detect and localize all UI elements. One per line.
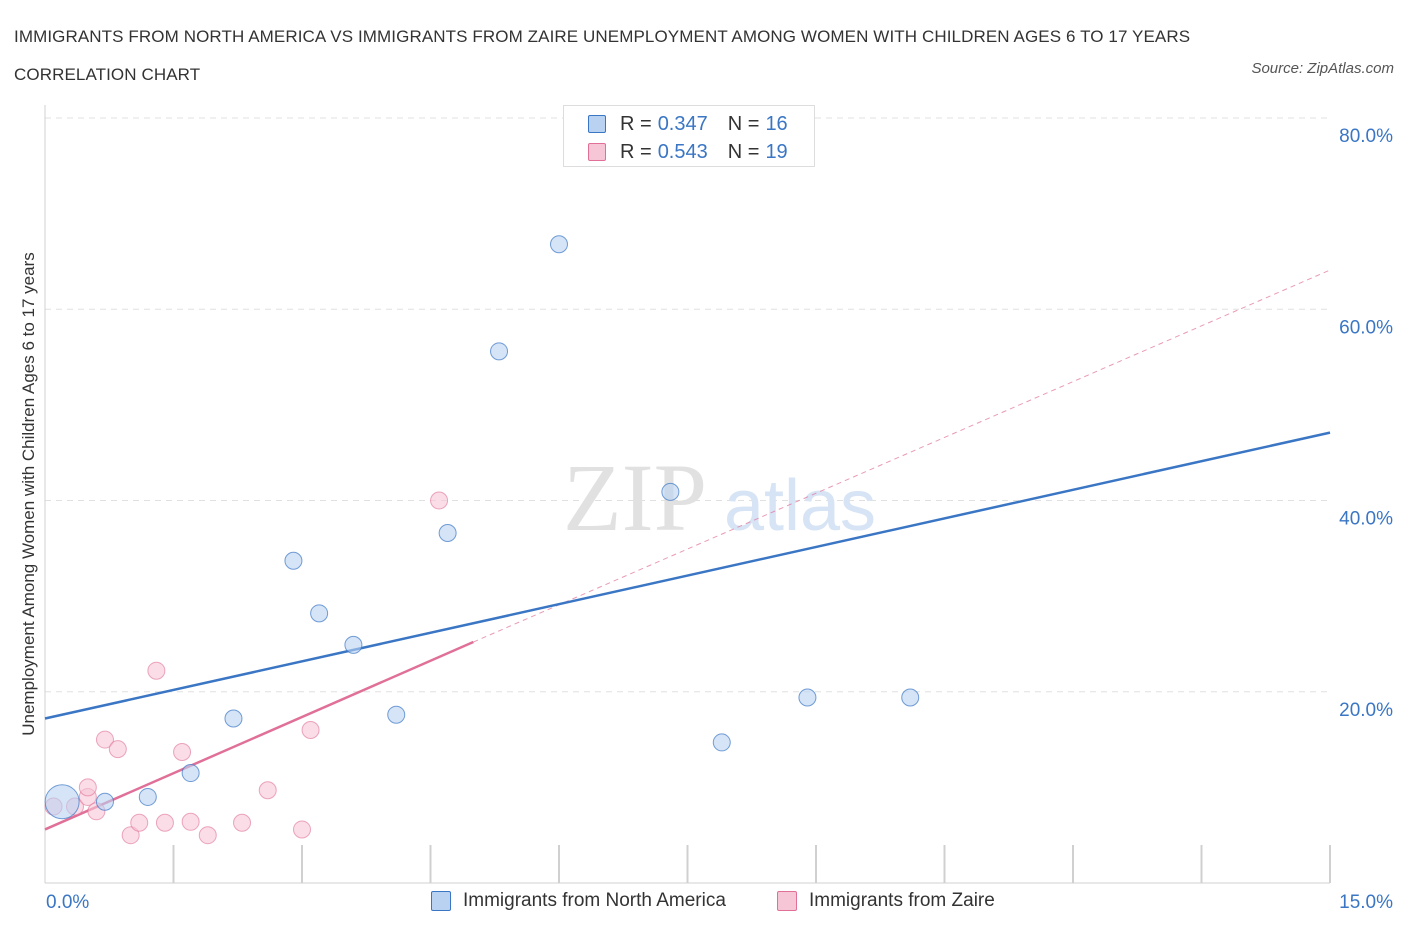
- zaire-point: [233, 813, 252, 832]
- watermark-zip: ZIP: [563, 444, 707, 551]
- zaire-point: [301, 721, 320, 739]
- north-america-point: [44, 784, 80, 820]
- axis-layer: 20.0% 40.0% 60.0% 80.0% 0.0% 15.0%: [44, 105, 1393, 913]
- point-layer: [44, 235, 920, 845]
- north-america-point: [138, 787, 157, 806]
- source-label: Source: ZipAtlas.com: [1251, 60, 1394, 77]
- zaire-point: [108, 740, 127, 759]
- north-america-point: [798, 688, 817, 707]
- zaire-point: [155, 813, 174, 832]
- y-tick-label: 60.0%: [1339, 317, 1393, 338]
- north-america-point: [387, 705, 406, 724]
- north-america-point: [901, 688, 920, 707]
- north-america-point: [95, 792, 114, 811]
- zaire-point: [173, 742, 192, 761]
- x-tick-label: 15.0%: [1339, 892, 1393, 913]
- chart-title: IMMIGRANTS FROM NORTH AMERICA VS IMMIGRA…: [14, 27, 1191, 84]
- north-america-point: [438, 524, 457, 543]
- north-america-point: [284, 551, 303, 570]
- legend-row-zaire: R = 0.543 N = 19: [588, 140, 788, 164]
- zaire-swatch: [588, 143, 606, 161]
- legend-zaire-label: Immigrants from Zaire: [809, 890, 995, 911]
- watermark-atlas: atlas: [724, 466, 876, 546]
- north-america-r-value: 0.347: [657, 112, 708, 135]
- zaire-point: [198, 826, 217, 845]
- north-america-n-label: N =: [727, 112, 760, 135]
- north-america-point: [344, 635, 363, 654]
- legend-zaire-swatch: [777, 891, 797, 911]
- zaire-r-label: R =: [620, 140, 652, 163]
- zaire-point: [430, 491, 449, 510]
- north-america-point: [224, 709, 243, 728]
- zaire-point: [147, 661, 166, 680]
- legend-row-north-america: R = 0.347 N = 16: [588, 112, 788, 136]
- legend-item-north-america: Immigrants from North America: [431, 888, 726, 914]
- zaire-point: [95, 730, 114, 749]
- zaire-trend-line: [44, 640, 474, 831]
- x-tick-label: 0.0%: [46, 892, 89, 913]
- legend-north-america-swatch: [431, 891, 451, 911]
- north-america-n-value: 16: [765, 112, 788, 135]
- y-tick-label: 40.0%: [1339, 509, 1393, 530]
- y-tick-label: 20.0%: [1339, 700, 1393, 721]
- north-america-trend-line: [44, 431, 1331, 720]
- north-america-point: [490, 342, 509, 361]
- north-america-point: [181, 764, 200, 783]
- y-tick-label: 80.0%: [1339, 126, 1393, 147]
- north-america-swatch: [588, 115, 606, 133]
- zaire-r-value: 0.543: [657, 140, 708, 163]
- y-axis-label: Unemployment Among Women with Children A…: [19, 252, 38, 736]
- north-america-point: [550, 235, 568, 254]
- trend-layer: [44, 269, 1331, 831]
- zaire-n-label: N =: [727, 140, 760, 163]
- north-america-point: [661, 482, 680, 501]
- north-america-r-label: R =: [620, 112, 652, 135]
- zaire-point: [258, 781, 277, 800]
- legend-stats: R = 0.347 N = 16 R = 0.543 N = 19: [563, 105, 815, 167]
- legend-item-zaire: Immigrants from Zaire: [777, 888, 995, 914]
- zaire-trend-extension: [473, 269, 1331, 643]
- zaire-point: [293, 820, 311, 839]
- legend-north-america-label: Immigrants from North America: [463, 890, 726, 911]
- north-america-point: [712, 733, 731, 752]
- zaire-point: [181, 812, 200, 831]
- zaire-n-value: 19: [765, 140, 788, 163]
- north-america-point: [310, 604, 329, 623]
- zaire-point: [130, 813, 149, 832]
- zaire-point: [78, 778, 97, 797]
- grid-layer: [45, 117, 1330, 693]
- zaire-point: [121, 826, 140, 845]
